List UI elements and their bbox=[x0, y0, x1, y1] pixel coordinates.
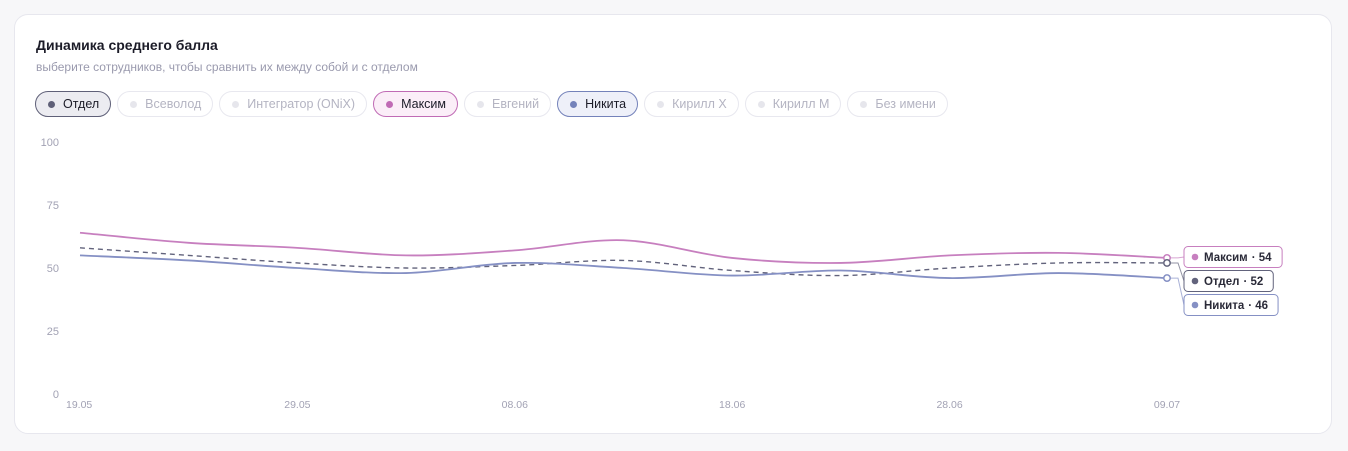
chip-label: Интегратор (ONiX) bbox=[247, 97, 356, 111]
series-line bbox=[79, 254, 1168, 279]
y-tick-label: 50 bbox=[47, 263, 59, 275]
chip-label: Кирилл М bbox=[772, 97, 830, 111]
chip-label: Евгений bbox=[492, 97, 540, 111]
employee-filter-chips: Отдел Всеволод Интегратор (ONiX) Максим Евге… bbox=[35, 91, 948, 117]
end-label-dot-icon bbox=[1191, 301, 1199, 309]
chip-dot-icon bbox=[130, 100, 138, 108]
y-tick-label: 25 bbox=[47, 326, 59, 338]
series-end-point bbox=[1163, 259, 1171, 267]
chip-dot-icon bbox=[570, 100, 578, 108]
x-tick-label: 09.07 bbox=[1154, 399, 1180, 411]
chip-dot-icon bbox=[232, 100, 240, 108]
end-label-connector bbox=[1167, 277, 1185, 306]
chip-dot-icon bbox=[477, 100, 485, 108]
chip-label: Отдел bbox=[63, 97, 100, 111]
chip-label: Кирилл Х bbox=[672, 97, 727, 111]
series-line bbox=[79, 247, 1168, 277]
chip-dot-icon bbox=[386, 100, 394, 108]
filter-chip[interactable]: Максим bbox=[373, 91, 459, 117]
end-label-value: · 46 bbox=[1248, 300, 1268, 312]
filter-chip[interactable]: Интегратор (ONiX) bbox=[219, 91, 368, 117]
end-value-label: Отдел · 52 bbox=[1204, 276, 1263, 288]
x-tick-label: 19.05 bbox=[66, 399, 92, 411]
filter-chip[interactable]: Без имени bbox=[847, 91, 948, 117]
chip-label: Никита bbox=[585, 97, 627, 111]
end-label-dot-icon bbox=[1191, 277, 1199, 285]
end-label-box bbox=[1183, 294, 1279, 316]
x-tick-label: 18.06 bbox=[719, 399, 745, 411]
filter-chip[interactable]: Всеволод bbox=[117, 91, 214, 117]
filter-chip[interactable]: Кирилл Х bbox=[644, 91, 739, 117]
chart-title: Динамика среднего балла bbox=[36, 37, 218, 53]
end-label-box bbox=[1183, 246, 1283, 268]
end-label-box bbox=[1183, 270, 1274, 292]
filter-chip[interactable]: Отдел bbox=[35, 91, 112, 117]
end-label-value: · 54 bbox=[1252, 252, 1272, 264]
end-value-label: Максим · 54 bbox=[1204, 252, 1272, 264]
y-tick-label: 75 bbox=[47, 200, 59, 212]
end-label-value: · 52 bbox=[1243, 276, 1263, 288]
chip-dot-icon bbox=[657, 100, 665, 108]
filter-chip[interactable]: Евгений bbox=[464, 91, 552, 117]
chip-label: Без имени bbox=[875, 97, 936, 111]
end-label-name: Никита bbox=[1204, 300, 1245, 312]
end-label-dot-icon bbox=[1191, 253, 1199, 261]
x-tick-label: 28.06 bbox=[936, 399, 962, 411]
end-label-name: Максим bbox=[1204, 252, 1248, 264]
chip-label: Максим bbox=[401, 97, 447, 111]
y-tick-label: 0 bbox=[53, 389, 59, 401]
chip-dot-icon bbox=[860, 100, 868, 108]
x-tick-label: 08.06 bbox=[502, 399, 528, 411]
chip-label: Всеволод bbox=[145, 97, 202, 111]
end-value-label: Никита · 46 bbox=[1204, 300, 1268, 312]
filter-chip[interactable]: Кирилл М bbox=[744, 91, 842, 117]
x-tick-label: 29.05 bbox=[284, 399, 310, 411]
chart-card: Динамика среднего балла выберите сотрудн… bbox=[14, 14, 1332, 434]
end-label-name: Отдел bbox=[1204, 276, 1239, 288]
chip-dot-icon bbox=[48, 100, 55, 108]
series-line bbox=[79, 231, 1168, 264]
series-end-point bbox=[1163, 274, 1171, 283]
y-tick-label: 100 bbox=[41, 137, 59, 149]
chip-dot-icon bbox=[757, 100, 765, 108]
chart-subtitle: выберите сотрудников, чтобы сравнить их … bbox=[36, 60, 418, 74]
filter-chip[interactable]: Никита bbox=[557, 91, 639, 117]
